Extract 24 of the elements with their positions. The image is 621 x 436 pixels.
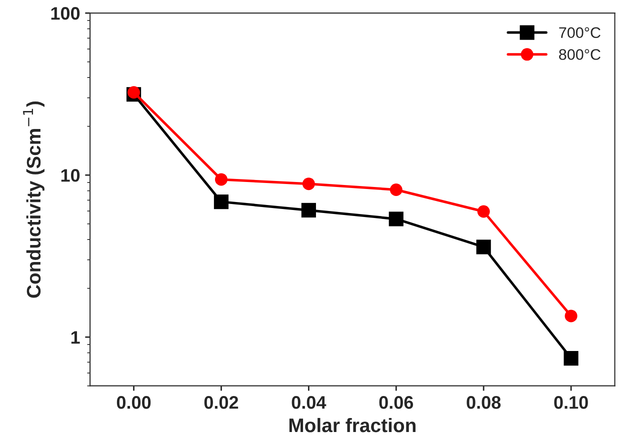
x-axis-title: Molar fraction bbox=[289, 418, 416, 432]
point bbox=[388, 212, 404, 226]
y-axis-title: Conductivity (Scm$^{−1}$) bbox=[23, 102, 44, 298]
point bbox=[390, 183, 402, 196]
y-tick-label: 1 bbox=[71, 331, 80, 344]
x-tick-label: 0.02 bbox=[204, 396, 238, 409]
point bbox=[564, 310, 578, 322]
x-tick-label: 0.06 bbox=[379, 396, 414, 409]
x-tick-label: 0.04 bbox=[292, 396, 326, 409]
legend-label: 800°C bbox=[559, 49, 600, 60]
point bbox=[214, 173, 228, 186]
point bbox=[214, 194, 229, 210]
x-tick-label: 0.10 bbox=[554, 396, 588, 409]
point bbox=[128, 86, 140, 99]
x-tick-label: 0.00 bbox=[116, 396, 151, 409]
point bbox=[301, 202, 316, 218]
legend-label: 700°C bbox=[559, 27, 600, 38]
point bbox=[302, 178, 315, 190]
point bbox=[564, 350, 578, 366]
y-tick-label: 100 bbox=[51, 7, 80, 20]
y-tick-label: 10 bbox=[61, 169, 80, 182]
point bbox=[476, 240, 491, 254]
x-tick-label: 0.08 bbox=[466, 396, 501, 409]
point bbox=[477, 205, 490, 218]
